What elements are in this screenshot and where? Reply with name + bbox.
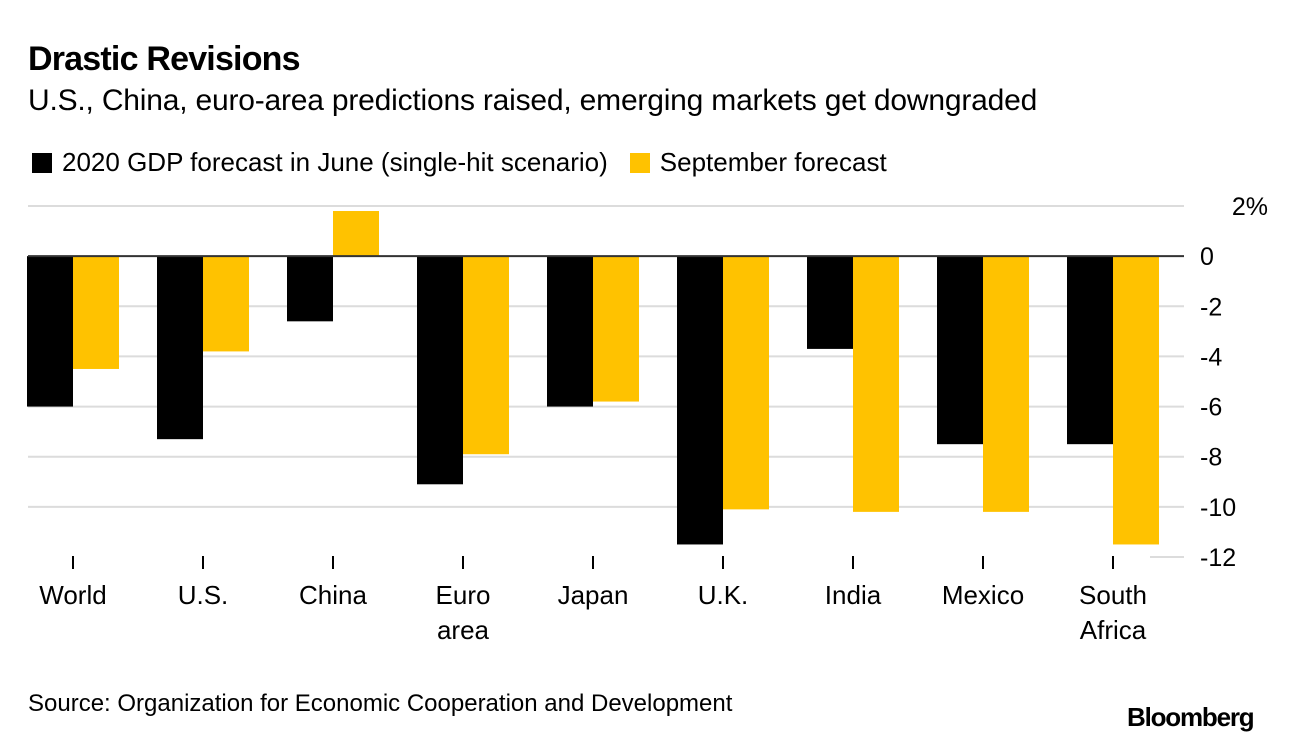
x-axis: World U.S. China Euro area Japan U.K. India Mexi… [39,556,1147,645]
source-note: Source: Organization for Economic Cooper… [28,690,733,717]
y-tick-label: -8 [1200,444,1222,472]
y-tick-label: -4 [1200,343,1222,371]
x-tick-label: Mexico [942,580,1024,610]
legend-label-june: 2020 GDP forecast in June (single-hit sc… [62,147,608,177]
bar-september [723,256,769,510]
bar-june [157,256,203,440]
bar-september [73,256,119,369]
x-tick-label: World [39,580,106,610]
bars [27,211,1159,545]
y-tick-label: -6 [1200,394,1222,422]
x-tick-label: U.K. [698,580,749,610]
y-tick-label: 2% [1232,193,1268,221]
y-tick-label: -2 [1200,293,1222,321]
x-tick-label: Japan [558,580,629,610]
x-tick-label: Africa [1080,615,1147,645]
legend-swatch-september [629,152,650,173]
bar-september [853,256,899,512]
bar-september [463,256,509,455]
x-tick-label: U.S. [178,580,229,610]
bar-june [27,256,73,407]
legend-swatch-june [32,152,52,173]
y-tick-label: 0 [1200,243,1214,271]
bar-june [1067,256,1113,445]
x-tick-label: area [437,615,490,645]
legend-item-september: September forecast [629,147,887,178]
x-tick-label: India [825,580,882,610]
bar-june [417,256,463,485]
bar-june [287,256,333,322]
legend-item-june: 2020 GDP forecast in June (single-hit sc… [32,147,608,178]
bar-june [677,256,723,545]
y-tick-label: -10 [1200,494,1236,522]
bar-september [983,256,1029,512]
legend-label-september: September forecast [659,147,887,177]
bar-september [203,256,249,352]
chart-subtitle: U.S., China, euro-area predictions raise… [28,84,1038,117]
legend: 2020 GDP forecast in June (single-hit sc… [32,147,909,178]
x-tick-label: South [1079,580,1147,610]
bar-june [807,256,853,349]
bar-september [333,211,379,257]
bar-june [937,256,983,445]
y-axis: 2% 0 -2 -4 -6 -8 -10 -12 [1200,193,1268,572]
bloomberg-logo: Bloomberg [1127,702,1255,732]
x-tick-label: China [299,580,367,610]
bar-september [593,256,639,402]
x-tick-label: Euro [436,580,491,610]
bar-september [1113,256,1159,545]
chart-title: Drastic Revisions [28,40,301,78]
y-tick-label: -12 [1200,544,1236,572]
bar-june [547,256,593,407]
